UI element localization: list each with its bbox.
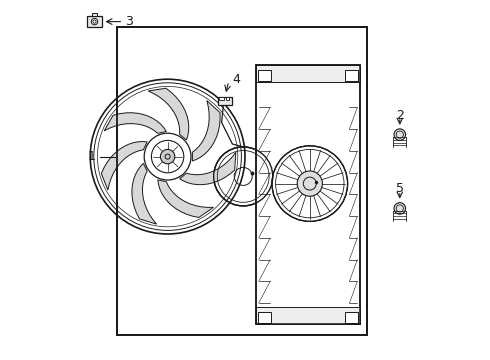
- Bar: [87, 16, 102, 27]
- Circle shape: [214, 147, 273, 206]
- Text: 2: 2: [396, 109, 404, 122]
- Circle shape: [394, 203, 406, 214]
- Bar: [225, 97, 229, 100]
- Polygon shape: [193, 100, 220, 161]
- Circle shape: [160, 149, 175, 164]
- Text: 4: 4: [232, 73, 240, 86]
- Polygon shape: [104, 113, 166, 133]
- Bar: [258, 312, 271, 323]
- Circle shape: [144, 133, 191, 180]
- Polygon shape: [158, 180, 214, 217]
- Text: 5: 5: [396, 183, 404, 195]
- Polygon shape: [148, 88, 189, 140]
- Polygon shape: [180, 152, 236, 185]
- Bar: [256, 307, 360, 324]
- Bar: [117, 27, 368, 335]
- Text: 1: 1: [88, 150, 96, 163]
- Bar: [256, 65, 360, 82]
- Bar: [117, 27, 368, 335]
- Bar: [220, 97, 224, 100]
- Bar: [345, 312, 358, 323]
- Text: 3: 3: [125, 15, 133, 28]
- Circle shape: [394, 129, 406, 140]
- Bar: [92, 13, 98, 16]
- Polygon shape: [132, 163, 157, 224]
- Circle shape: [297, 171, 322, 196]
- Circle shape: [272, 146, 347, 221]
- Bar: [256, 65, 360, 324]
- Bar: [258, 70, 271, 81]
- Bar: [345, 70, 358, 81]
- Polygon shape: [101, 141, 147, 190]
- Bar: [256, 65, 360, 324]
- Circle shape: [91, 18, 98, 25]
- Bar: [219, 97, 232, 105]
